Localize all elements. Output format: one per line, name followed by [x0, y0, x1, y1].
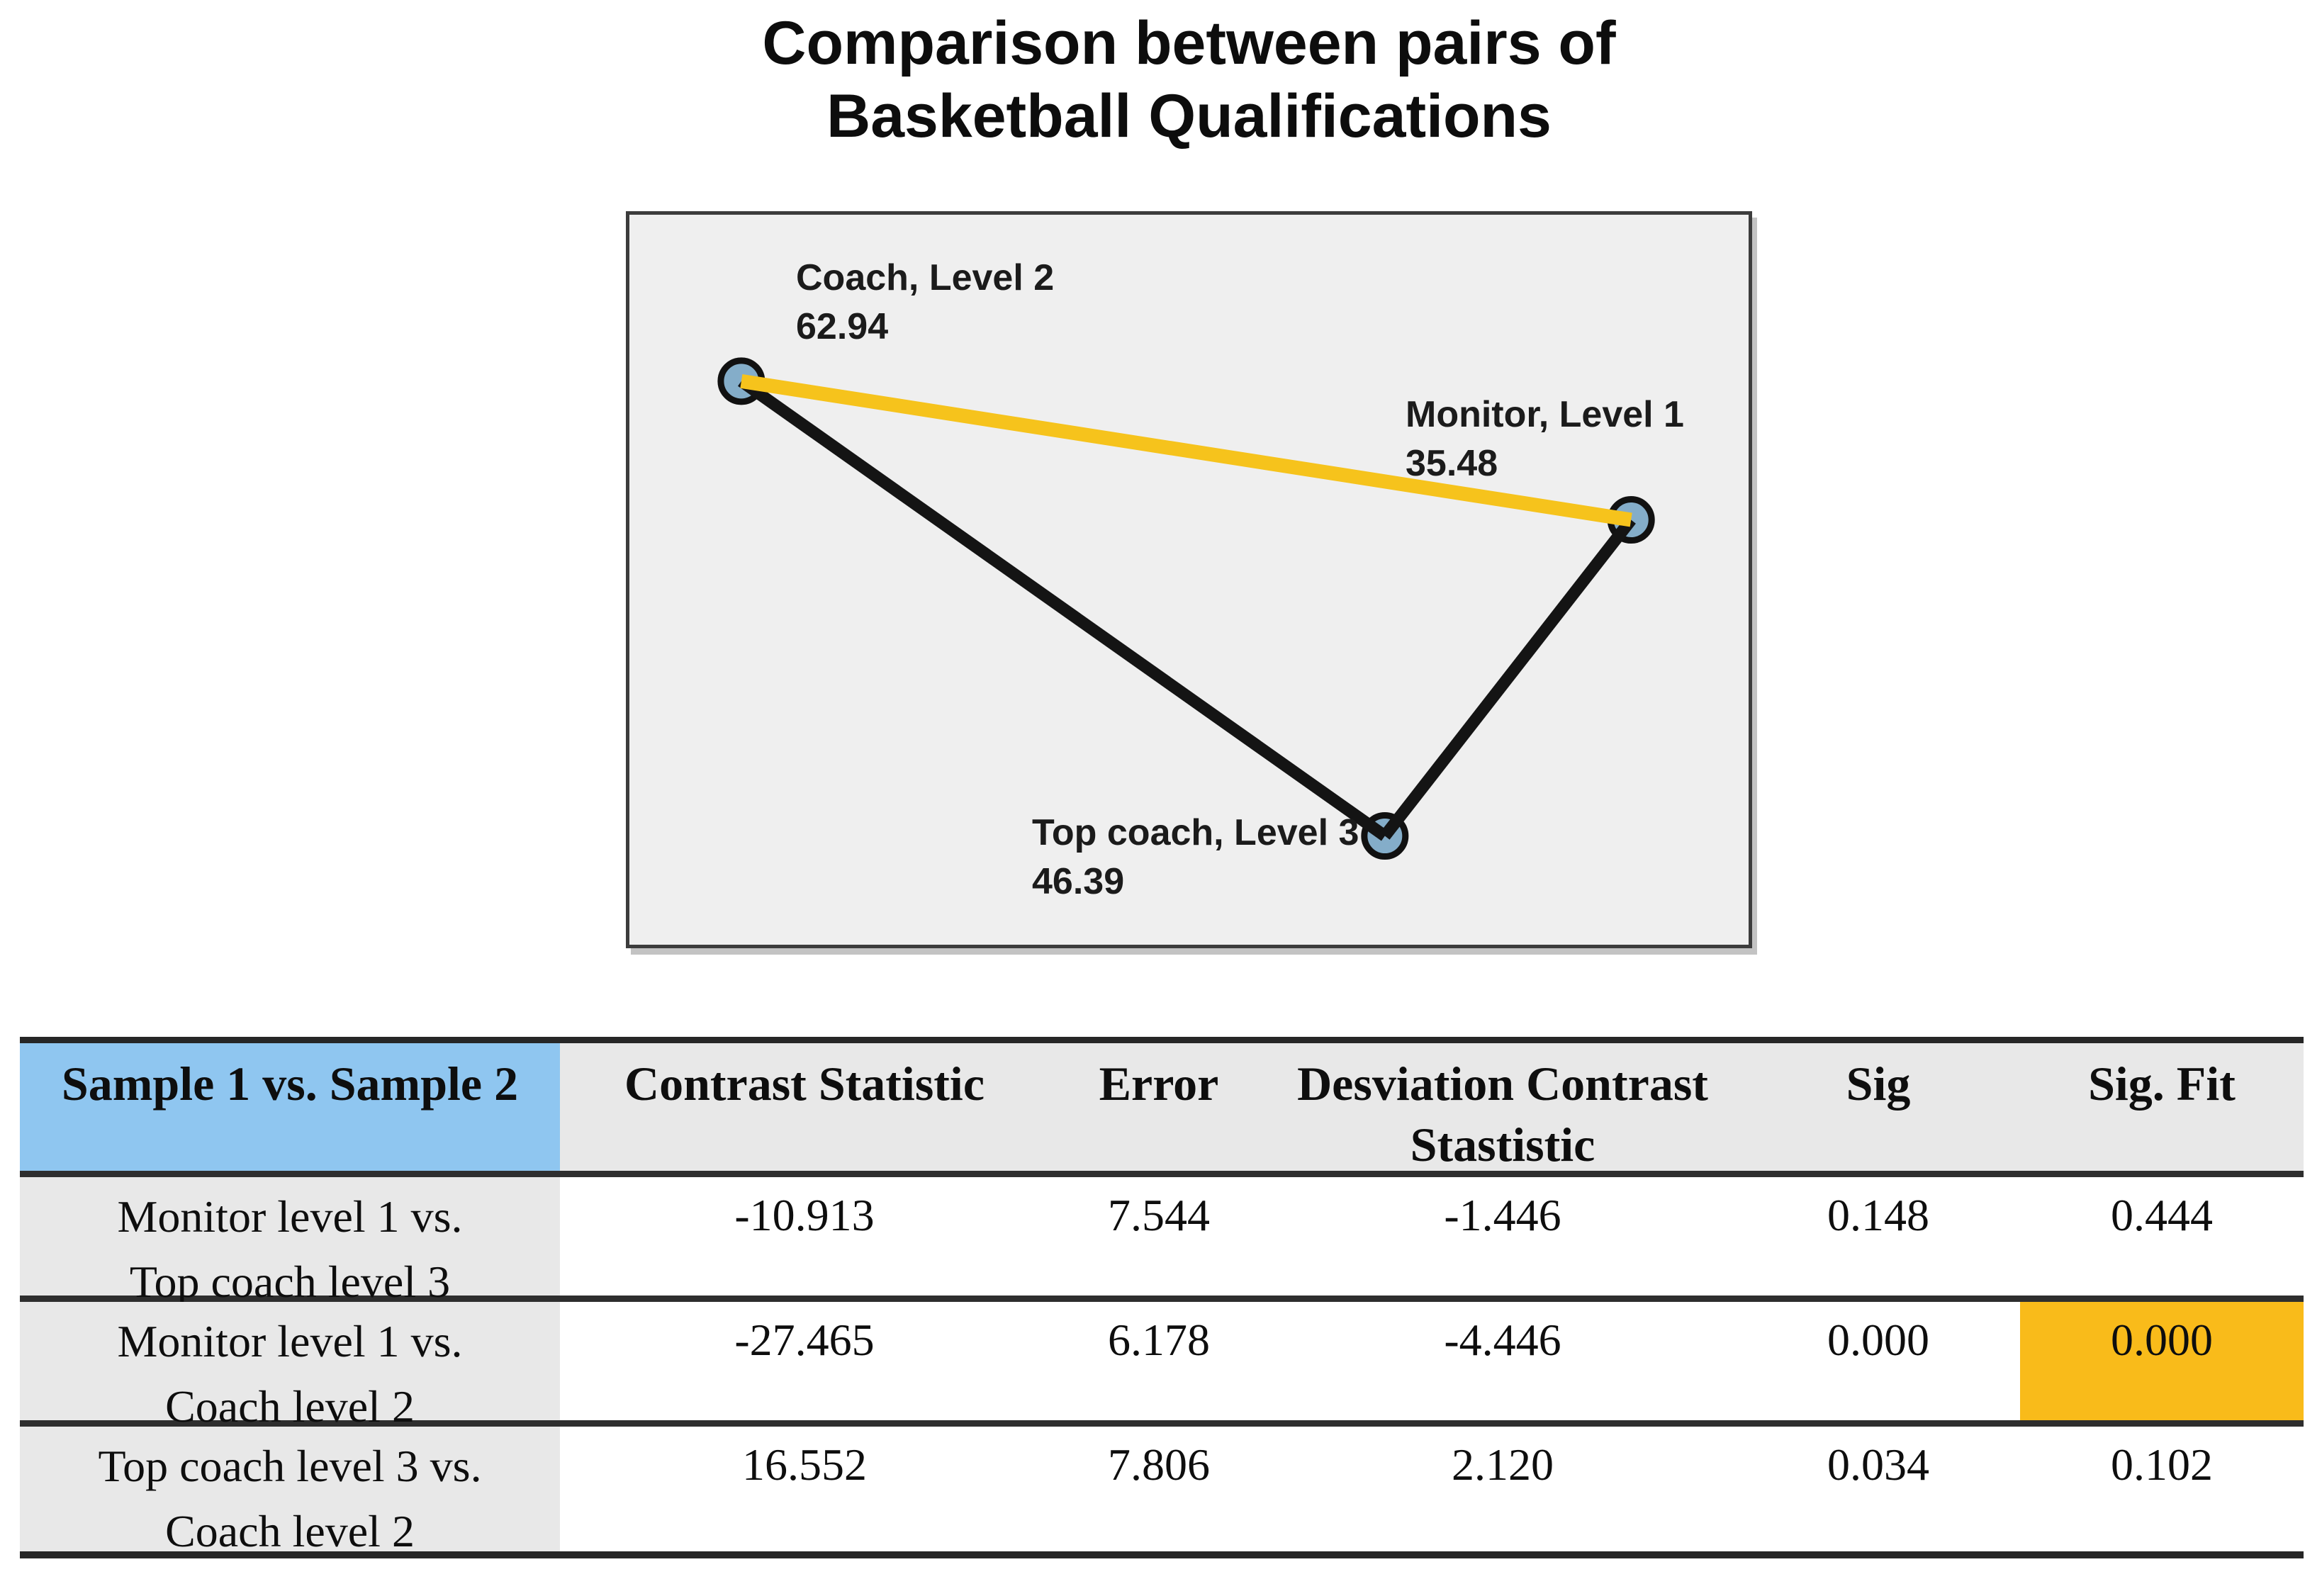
chart-title-line2: Basketball Qualifications: [826, 82, 1552, 150]
cell-desviation: -1.446: [1444, 1190, 1561, 1240]
comparison-table: Sample 1 vs. Sample 2 Contrast Statistic…: [20, 1037, 2304, 1558]
col-header-sample: Sample 1 vs. Sample 2: [20, 1043, 560, 1171]
cell-sample-pair: Monitor level 1 vs. Coach level 2: [20, 1302, 560, 1432]
chart-title: Comparison between pairs of Basketball Q…: [626, 7, 1752, 153]
col-header-contrast: Contrast Statistic: [560, 1043, 1049, 1171]
cell-sig: 0.034: [1827, 1439, 1929, 1490]
col-header-desviation-line2: Stastistic: [1410, 1118, 1595, 1171]
network-edges-svg: [717, 357, 1655, 860]
cell-sig: 0.000: [1827, 1315, 1929, 1365]
table-row: Monitor level 1 vs. Top coach level 3 -1…: [20, 1177, 2304, 1307]
node-label-text: Monitor, Level 1: [1406, 394, 1684, 435]
cell-desviation: -4.446: [1444, 1315, 1561, 1365]
edge-coach_level_2-to-monitor_level_1: [740, 373, 1632, 527]
table-header-row: Sample 1 vs. Sample 2 Contrast Statistic…: [20, 1043, 2304, 1177]
node-label-monitor-level-1: Monitor, Level 1 35.48: [1406, 390, 1684, 488]
node-label-coach-level-2: Coach, Level 2 62.94: [796, 254, 1054, 352]
cell-sig-fit-highlighted: 0.000: [2020, 1302, 2304, 1420]
node-label-top-coach-level-3: Top coach, Level 3 46.39: [1032, 809, 1359, 906]
col-header-desviation-line1: Desviation Contrast: [1297, 1057, 1708, 1111]
node-label-text: Top coach, Level 3: [1032, 812, 1359, 853]
sample-line2: Top coach level 3: [129, 1257, 451, 1307]
sample-line1: Monitor level 1 vs.: [117, 1316, 463, 1366]
sample-line1: Monitor level 1 vs.: [117, 1191, 463, 1242]
col-header-error: Error: [1049, 1043, 1269, 1171]
cell-sig-fit: 0.444: [2111, 1190, 2213, 1240]
cell-desviation: 2.120: [1452, 1439, 1554, 1490]
col-header-sig: Sig: [1737, 1043, 2020, 1171]
network-plot: Coach, Level 2 62.94 Monitor, Level 1 35…: [626, 211, 1752, 948]
cell-sig: 0.148: [1827, 1190, 1929, 1240]
sample-line1: Top coach level 3 vs.: [98, 1441, 482, 1491]
edge-coach_level_2-to-top_coach_level_3: [737, 376, 1389, 841]
table-row: Top coach level 3 vs. Coach level 2 16.5…: [20, 1427, 2304, 1556]
cell-contrast: -27.465: [734, 1315, 875, 1365]
cell-sample-pair: Monitor level 1 vs. Top coach level 3: [20, 1177, 560, 1307]
col-header-sig-fit: Sig. Fit: [2020, 1043, 2304, 1171]
sample-line2: Coach level 2: [165, 1506, 415, 1556]
node-label-value: 35.48: [1406, 443, 1498, 484]
node-label-value: 62.94: [796, 306, 889, 347]
cell-contrast: 16.552: [742, 1439, 867, 1490]
table-row: Monitor level 1 vs. Coach level 2 -27.46…: [20, 1302, 2304, 1432]
node-label-value: 46.39: [1032, 861, 1125, 902]
cell-error: 7.806: [1108, 1439, 1210, 1490]
cell-sample-pair: Top coach level 3 vs. Coach level 2: [20, 1427, 560, 1556]
edge-monitor_level_1-to-top_coach_level_3: [1380, 516, 1636, 840]
cell-contrast: -10.913: [734, 1190, 875, 1240]
cell-sig-fit: 0.102: [2111, 1439, 2213, 1490]
node-label-text: Coach, Level 2: [796, 257, 1055, 298]
sample-line2: Coach level 2: [165, 1381, 415, 1432]
cell-error: 7.544: [1108, 1190, 1210, 1240]
cell-error: 6.178: [1108, 1315, 1210, 1365]
chart-title-line1: Comparison between pairs of: [762, 9, 1616, 77]
col-header-desviation: Desviation Contrast Stastistic: [1269, 1043, 1737, 1171]
